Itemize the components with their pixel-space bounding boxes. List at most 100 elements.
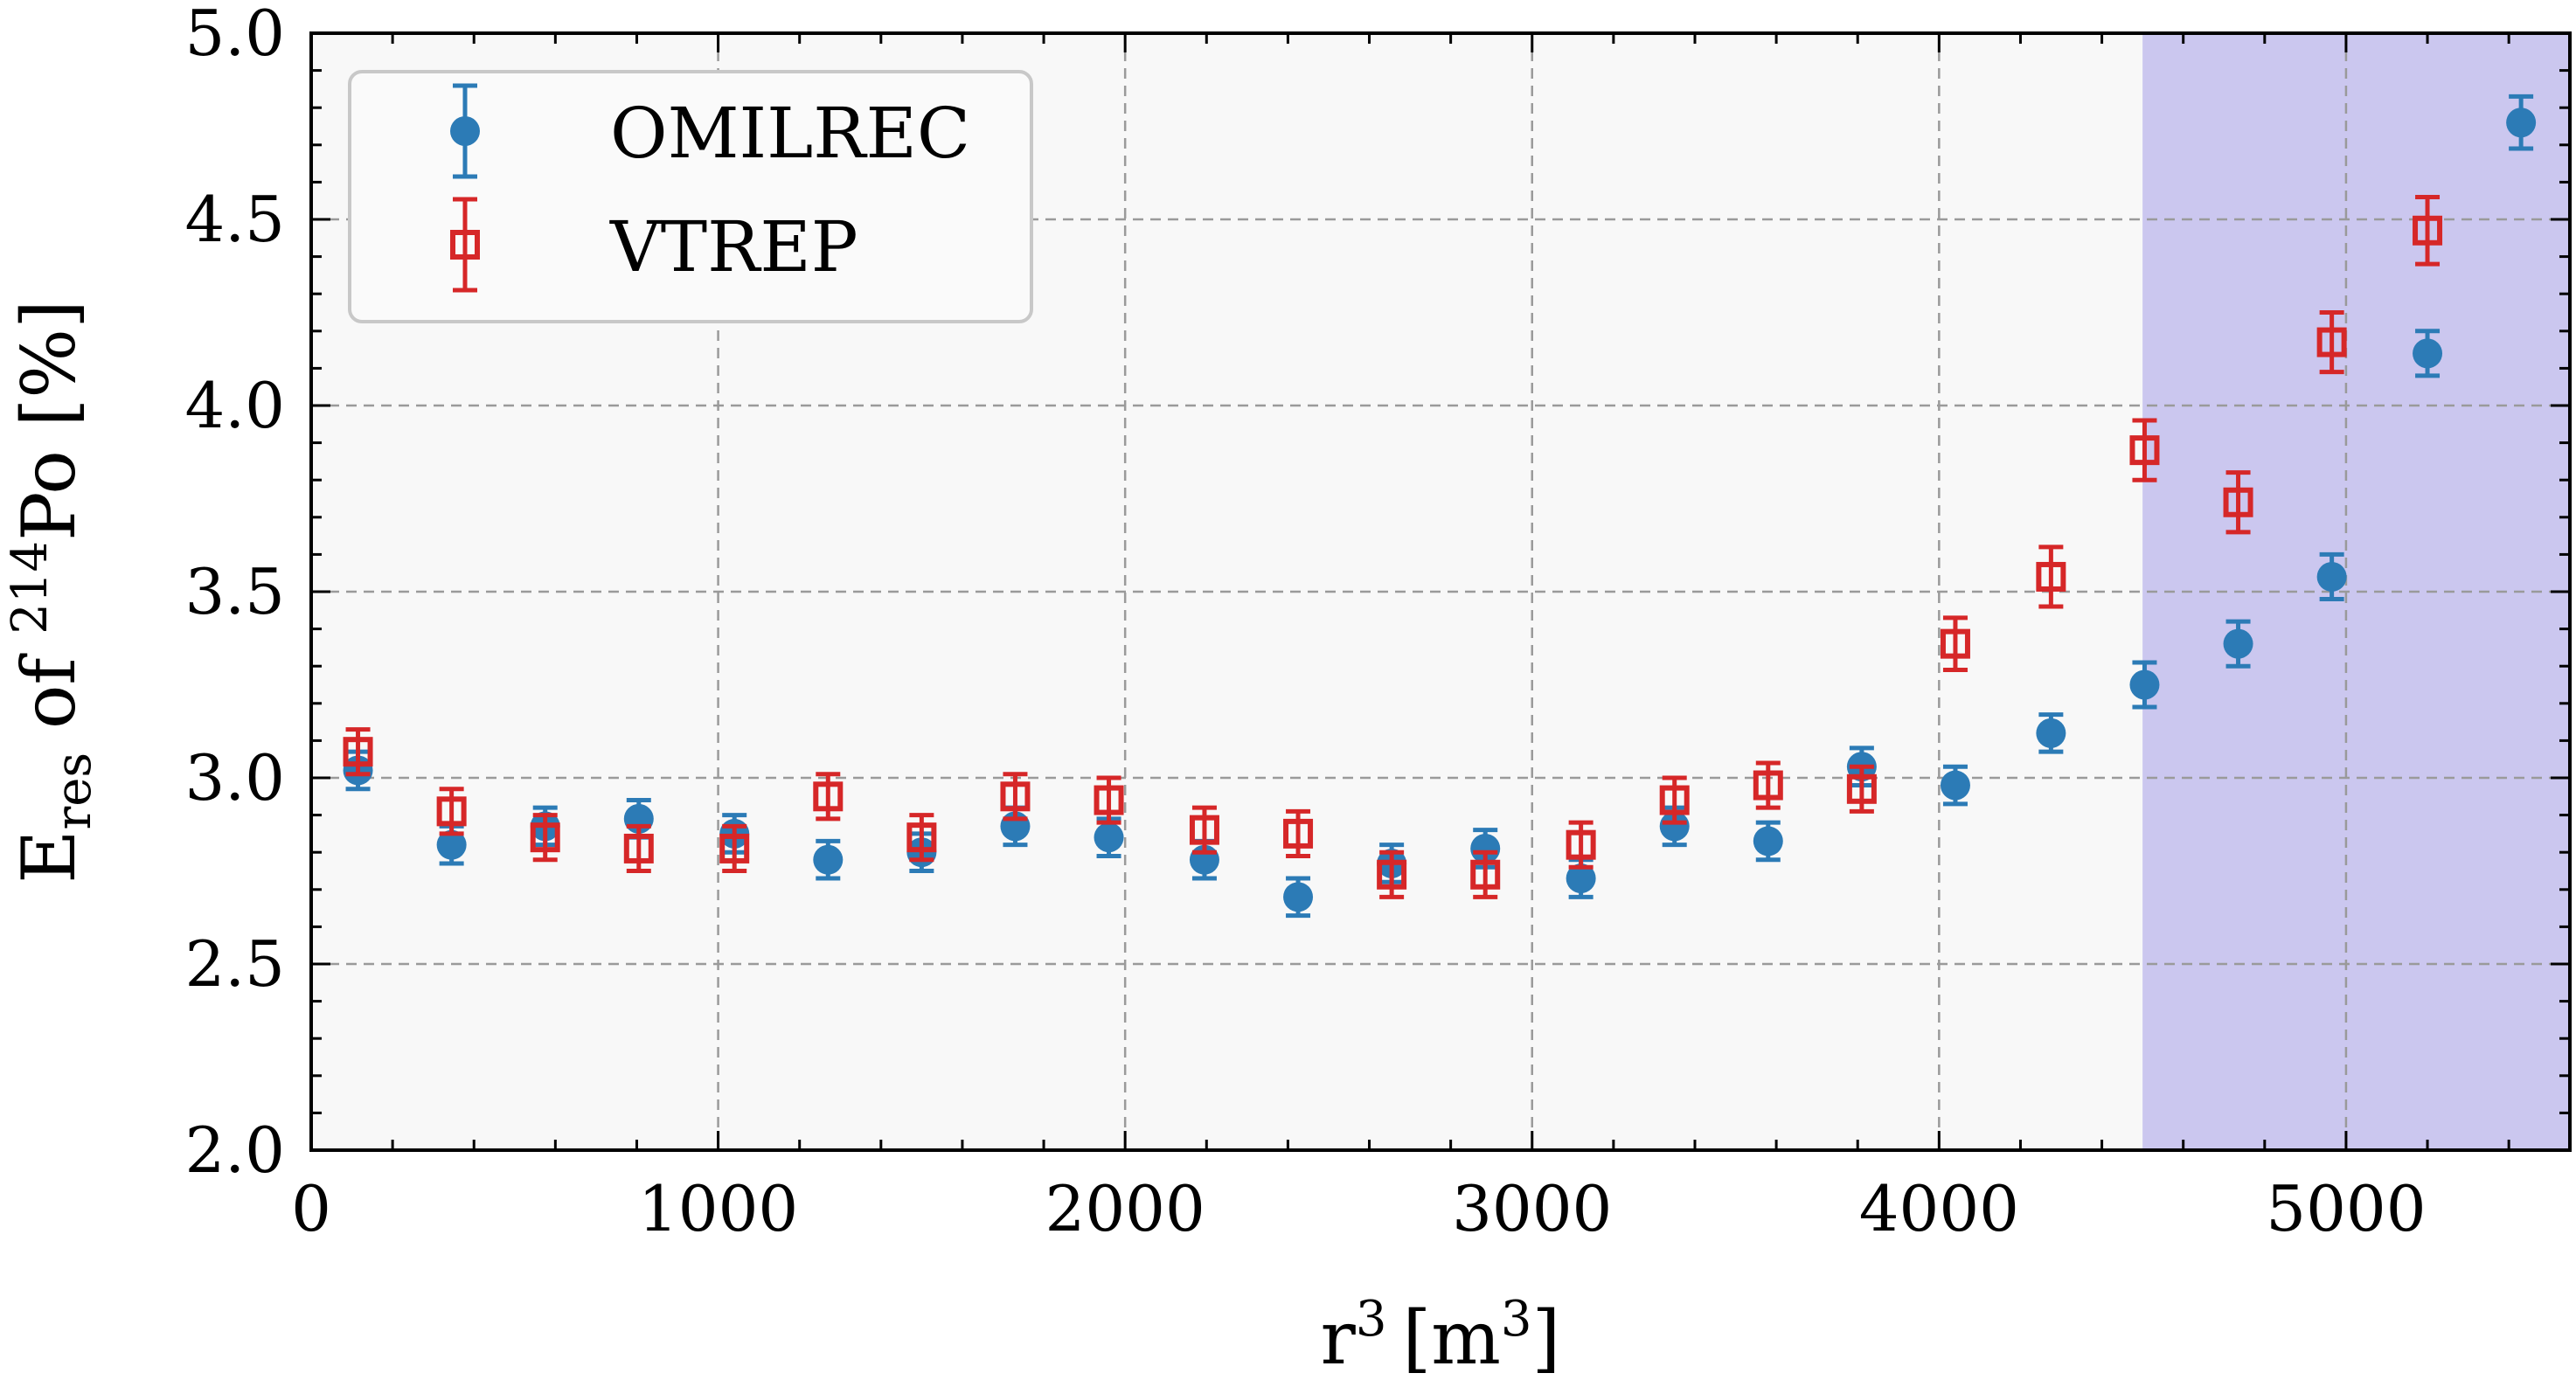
data-point-vtrep bbox=[1846, 764, 1877, 814]
data-point-vtrep bbox=[1377, 850, 1407, 899]
data-point-vtrep-marker bbox=[813, 781, 844, 812]
data-point-omilrec bbox=[2506, 94, 2537, 151]
tick-layer: 0 1000 2000 3000 4000 5000 2.0 2.5 3.0 3.5 4.0 4.5 5… bbox=[184, 0, 2570, 1245]
legend-symbol-omilrec bbox=[450, 83, 480, 179]
data-point-vtrep bbox=[343, 727, 373, 777]
data-point-vtrep bbox=[623, 823, 654, 873]
y-tick-label: 4.0 bbox=[184, 369, 285, 442]
y-axis-var: E bbox=[6, 830, 92, 884]
data-point-vtrep-marker bbox=[1000, 781, 1031, 812]
data-point-omilrec-marker bbox=[1753, 826, 1783, 856]
y-tick-label: 4.5 bbox=[184, 183, 285, 256]
data-point-vtrep bbox=[1940, 615, 1970, 672]
data-point-vtrep bbox=[530, 813, 560, 863]
data-point-omilrec-marker bbox=[1470, 833, 1501, 863]
data-point-omilrec bbox=[2413, 329, 2443, 378]
data-point-omilrec-marker bbox=[1659, 811, 1690, 842]
data-point-omilrec-marker bbox=[1566, 863, 1596, 894]
data-point-omilrec bbox=[1753, 820, 1783, 863]
legend-label-vtrep: VTREP bbox=[609, 206, 858, 288]
legend-box bbox=[348, 70, 1033, 323]
data-point-vtrep bbox=[1470, 850, 1501, 899]
data-point-vtrep-marker bbox=[1470, 859, 1501, 890]
data-point-omilrec bbox=[813, 838, 844, 881]
data-point-vtrep bbox=[906, 813, 937, 863]
x-axis-unit: [m bbox=[1402, 1295, 1500, 1381]
data-point-vtrep-marker bbox=[343, 737, 373, 767]
data-point-vtrep-marker bbox=[2036, 561, 2066, 592]
data-point-vtrep bbox=[813, 772, 844, 822]
data-point-vtrep-marker bbox=[1283, 818, 1314, 849]
data-point-vtrep bbox=[1094, 775, 1124, 825]
data-point-vtrep-marker bbox=[1094, 785, 1124, 815]
series-layer bbox=[343, 94, 2537, 919]
data-point-omilrec-marker bbox=[1283, 882, 1314, 912]
legend: OMILREC VTREP bbox=[348, 70, 1033, 323]
x-axis-unit-close: ] bbox=[1532, 1295, 1561, 1381]
data-point-vtrep-marker bbox=[2223, 487, 2253, 517]
data-point-omilrec bbox=[1094, 816, 1124, 858]
series-vtrep bbox=[343, 194, 2443, 899]
data-point-vtrep bbox=[1189, 805, 1219, 855]
y-axis-var-sub: res bbox=[45, 752, 102, 830]
x-tick-label: 2000 bbox=[1045, 1172, 1205, 1245]
data-point-omilrec-marker bbox=[2223, 628, 2253, 659]
x-axis-var: r bbox=[1321, 1295, 1357, 1381]
legend-marker-omilrec bbox=[450, 83, 480, 179]
data-point-omilrec-marker bbox=[813, 844, 844, 875]
legend-symbol-vtrep-marker bbox=[450, 230, 480, 260]
data-point-omilrec-marker bbox=[2129, 669, 2160, 700]
data-point-vtrep-marker bbox=[1659, 785, 1690, 815]
data-point-vtrep bbox=[1566, 820, 1596, 870]
data-point-vtrep bbox=[2413, 194, 2443, 267]
x-tick-label: 4000 bbox=[1859, 1172, 2019, 1245]
data-point-omilrec-marker bbox=[2506, 107, 2537, 138]
data-point-omilrec bbox=[1283, 876, 1314, 919]
data-point-vtrep-marker bbox=[1566, 829, 1596, 860]
data-point-omilrec-marker bbox=[2036, 718, 2066, 748]
y-tick-label: 5.0 bbox=[184, 0, 285, 70]
data-point-omilrec bbox=[2129, 660, 2160, 710]
data-point-vtrep-marker bbox=[2316, 327, 2347, 357]
x-tick-label: 3000 bbox=[1452, 1172, 1612, 1245]
x-axis-title: r3 [m3] bbox=[1321, 1291, 1561, 1381]
data-point-omilrec-marker bbox=[2316, 561, 2347, 592]
data-point-vtrep bbox=[1000, 772, 1031, 822]
data-point-vtrep-marker bbox=[623, 833, 654, 863]
data-point-vtrep bbox=[2316, 310, 2347, 375]
data-point-omilrec-marker bbox=[2413, 338, 2443, 369]
data-point-omilrec bbox=[2223, 619, 2253, 669]
data-point-vtrep-marker bbox=[2413, 215, 2443, 246]
data-point-omilrec bbox=[2316, 551, 2347, 602]
y-axis-of: of bbox=[6, 635, 92, 752]
x-tick-label: 1000 bbox=[638, 1172, 798, 1245]
y-axis-unit: [%] bbox=[6, 300, 92, 450]
data-point-vtrep bbox=[719, 823, 750, 873]
data-point-vtrep-marker bbox=[719, 833, 750, 863]
y-tick-label: 3.0 bbox=[184, 741, 285, 815]
data-point-omilrec-marker bbox=[1094, 822, 1124, 853]
data-point-vtrep-marker bbox=[1753, 770, 1783, 801]
data-point-vtrep bbox=[2129, 418, 2160, 482]
data-point-omilrec bbox=[1659, 805, 1690, 848]
data-point-vtrep bbox=[1283, 808, 1314, 858]
x-axis-unit-sup: 3 bbox=[1501, 1291, 1532, 1348]
data-point-vtrep bbox=[1659, 775, 1690, 825]
legend-marker-vtrep bbox=[450, 197, 480, 293]
data-point-vtrep bbox=[2223, 470, 2253, 535]
data-point-omilrec-marker bbox=[436, 829, 467, 860]
data-point-vtrep bbox=[1753, 760, 1783, 810]
data-point-vtrep bbox=[436, 787, 467, 836]
data-point-vtrep-marker bbox=[436, 796, 467, 827]
data-point-vtrep-marker bbox=[1377, 859, 1407, 890]
legend-symbol-vtrep bbox=[450, 197, 480, 293]
data-point-vtrep-marker bbox=[2129, 435, 2160, 466]
data-point-omilrec bbox=[1940, 764, 1970, 807]
data-point-vtrep-marker bbox=[1846, 773, 1877, 804]
data-point-vtrep-marker bbox=[906, 822, 937, 853]
data-point-vtrep bbox=[2036, 544, 2066, 609]
x-axis-var-sup: 3 bbox=[1356, 1291, 1387, 1348]
data-point-vtrep-marker bbox=[1189, 815, 1219, 845]
data-point-vtrep-marker bbox=[530, 822, 560, 853]
